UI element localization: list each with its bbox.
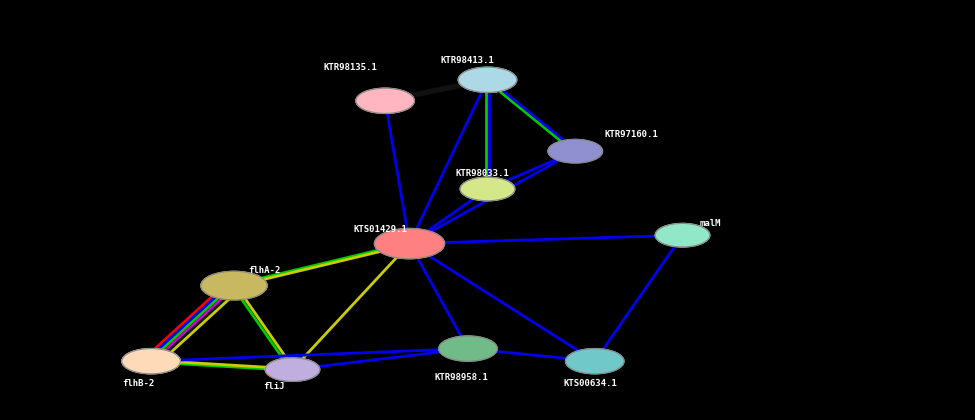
Text: KTR98135.1: KTR98135.1 — [324, 63, 377, 72]
Text: KTS01429.1: KTS01429.1 — [354, 225, 408, 234]
Circle shape — [356, 88, 414, 113]
Text: KTR98413.1: KTR98413.1 — [441, 56, 494, 66]
Circle shape — [548, 139, 603, 163]
Circle shape — [439, 336, 497, 361]
Text: KTS00634.1: KTS00634.1 — [564, 378, 617, 388]
Text: fliJ: fliJ — [263, 382, 285, 391]
Circle shape — [458, 67, 517, 92]
Text: KTR98958.1: KTR98958.1 — [435, 373, 488, 383]
Text: malM: malM — [700, 219, 722, 228]
Circle shape — [265, 358, 320, 381]
Circle shape — [460, 177, 515, 201]
Text: flhA-2: flhA-2 — [249, 266, 281, 276]
Text: KTR98033.1: KTR98033.1 — [455, 169, 509, 178]
Circle shape — [201, 271, 267, 300]
Text: flhB-2: flhB-2 — [122, 378, 154, 388]
Circle shape — [655, 223, 710, 247]
Circle shape — [122, 349, 180, 374]
Circle shape — [374, 228, 445, 259]
Circle shape — [566, 349, 624, 374]
Text: KTR97160.1: KTR97160.1 — [604, 130, 658, 139]
